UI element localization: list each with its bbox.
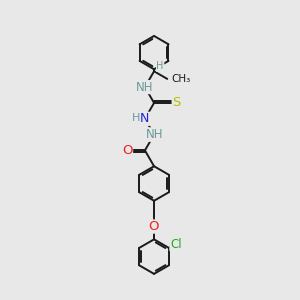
Text: O: O	[122, 144, 133, 157]
Text: NH: NH	[146, 128, 164, 141]
Text: Cl: Cl	[170, 238, 182, 250]
Text: NH: NH	[136, 81, 154, 94]
Text: S: S	[172, 96, 181, 110]
Text: NH: NH	[146, 128, 164, 141]
Text: H: H	[157, 61, 164, 71]
Text: H: H	[132, 113, 140, 123]
Text: O: O	[148, 220, 158, 233]
Text: CH₃: CH₃	[171, 74, 190, 84]
Text: N: N	[140, 112, 150, 125]
